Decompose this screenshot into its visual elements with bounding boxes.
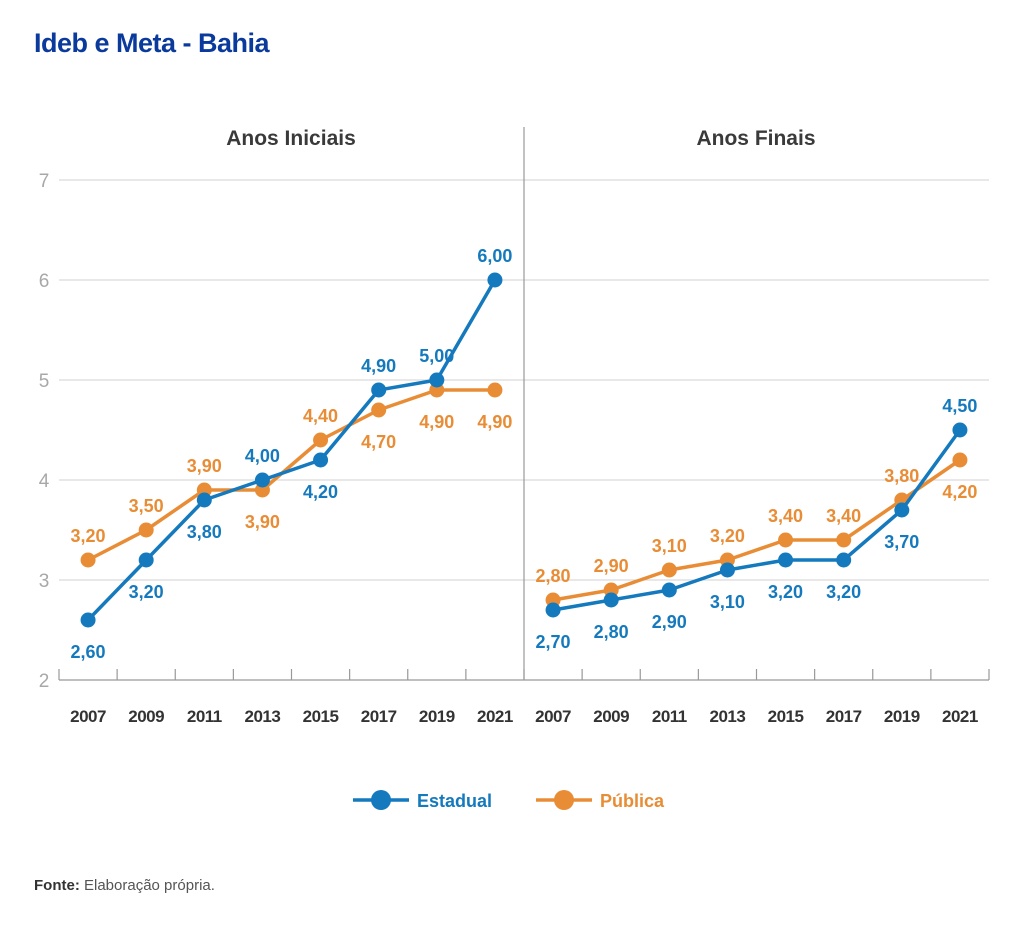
data-label-publica: 2,80 [536,566,571,586]
y-tick-label: 6 [39,271,50,292]
data-label-publica: 4,90 [419,412,454,432]
series-line-estadual [86,279,497,622]
series-line-publica [552,458,961,602]
data-label-publica: 2,90 [594,556,629,576]
data-label-publica: 3,20 [710,526,745,546]
panel-title: Anos Finais [696,127,815,150]
x-tick-label: 2021 [942,707,978,726]
data-point-estadual [778,552,794,568]
data-point-publica [778,532,794,548]
legend-label-estadual: Estadual [417,791,492,811]
data-label-estadual: 3,70 [884,532,919,552]
data-label-estadual: 2,70 [536,632,571,652]
legend-item-estadual: Estadual [353,790,492,811]
legend-item-publica: Pública [536,790,665,811]
data-label-estadual: 6,00 [477,246,512,266]
data-label-estadual: 2,90 [652,612,687,632]
legend-marker-estadual [371,790,391,810]
data-label-publica: 3,90 [245,512,280,532]
legend-label-publica: Pública [600,791,665,811]
data-point-estadual [661,582,677,598]
x-tick-label: 2019 [884,707,920,726]
data-point-publica [80,552,96,568]
y-tick-label: 3 [39,571,50,592]
data-label-publica: 4,40 [303,406,338,426]
data-label-estadual: 4,20 [303,482,338,502]
series-line-publica [87,388,495,562]
data-point-estadual [487,272,503,288]
data-point-estadual [545,602,561,618]
y-tick-label: 7 [39,171,50,192]
data-label-publica: 3,40 [826,506,861,526]
data-label-publica: 4,90 [477,412,512,432]
data-label-estadual: 3,20 [768,582,803,602]
data-label-publica: 3,40 [768,506,803,526]
x-tick-label: 2017 [826,707,862,726]
legend: Estadual Pública [353,790,665,811]
data-point-estadual [196,492,212,508]
data-label-estadual: 3,20 [826,582,861,602]
x-tick-label: 2021 [477,707,513,726]
chart-title: Ideb e Meta - Bahia [34,28,270,58]
data-point-estadual [80,612,96,628]
data-label-publica: 4,20 [942,482,977,502]
data-point-publica [487,382,503,398]
data-point-publica [836,532,852,548]
x-tick-label: 2011 [187,707,222,726]
x-tick-label: 2013 [245,707,281,726]
x-tick-label: 2015 [303,707,339,726]
x-tick-label: 2017 [361,707,397,726]
data-label-estadual: 3,80 [187,522,222,542]
data-label-estadual: 2,80 [594,622,629,642]
y-tick-label: 5 [39,371,50,392]
data-label-estadual: 3,20 [129,582,164,602]
x-tick-label: 2011 [652,707,687,726]
data-point-estadual [719,562,735,578]
data-point-estadual [371,382,387,398]
data-label-estadual: 4,50 [942,396,977,416]
data-label-publica: 4,70 [361,432,396,452]
panel-title: Anos Iniciais [226,127,356,150]
data-label-estadual: 4,00 [245,446,280,466]
x-tick-label: 2007 [70,707,106,726]
data-label-estadual: 2,60 [71,642,106,662]
data-point-publica [371,402,387,418]
data-label-publica: 3,50 [129,496,164,516]
data-point-estadual [603,592,619,608]
x-tick-label: 2019 [419,707,455,726]
x-tick-label: 2015 [768,707,804,726]
y-tick-label: 4 [39,471,50,492]
data-point-estadual [254,472,270,488]
data-point-publica [952,452,968,468]
source-label: Fonte: [34,877,80,894]
legend-marker-publica [554,790,574,810]
data-point-estadual [429,372,445,388]
x-tick-label: 2009 [128,707,164,726]
data-point-estadual [313,452,329,468]
data-label-estadual: 4,90 [361,356,396,376]
y-tick-label: 2 [39,671,50,692]
data-point-estadual [138,552,154,568]
data-label-publica: 3,90 [187,456,222,476]
data-point-estadual [952,422,968,438]
series-line-estadual [552,428,962,612]
data-point-publica [138,522,154,538]
data-label-publica: 3,10 [652,536,687,556]
data-label-estadual: 5,00 [419,346,454,366]
x-tick-label: 2007 [535,707,571,726]
data-label-publica: 3,20 [71,526,106,546]
source-note: Fonte: Elaboração própria. [34,877,215,894]
source-text: Elaboração própria. [84,877,215,894]
data-point-publica [661,562,677,578]
data-point-estadual [894,502,910,518]
data-point-estadual [836,552,852,568]
data-label-estadual: 3,10 [710,592,745,612]
x-tick-label: 2013 [710,707,746,726]
data-label-publica: 3,80 [884,466,919,486]
x-tick-label: 2009 [593,707,629,726]
data-point-publica [313,432,329,448]
